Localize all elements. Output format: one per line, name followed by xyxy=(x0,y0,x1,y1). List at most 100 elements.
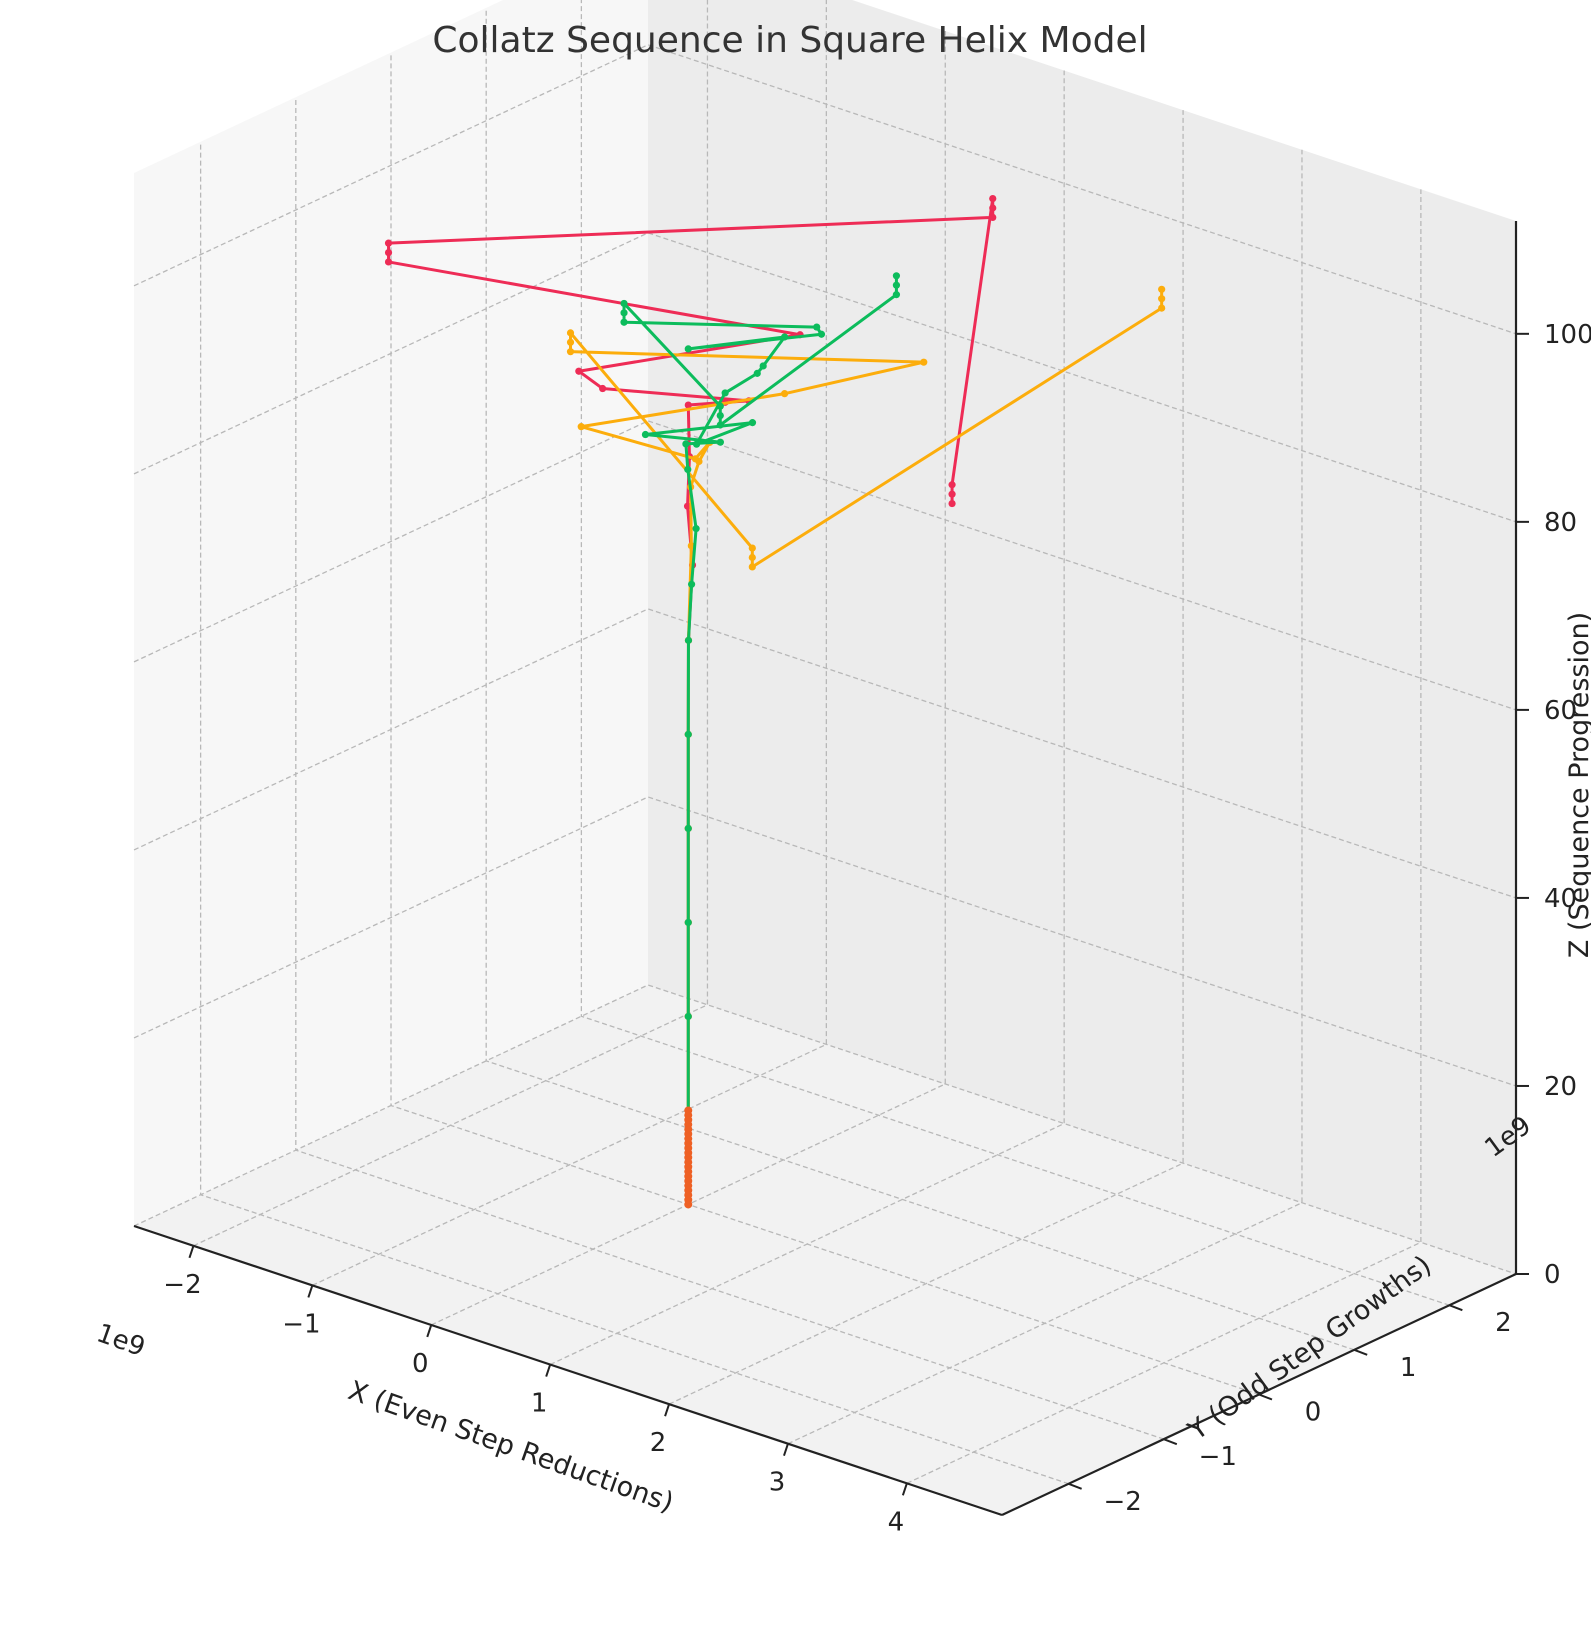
series-point-2 xyxy=(1158,304,1166,312)
series-point-1 xyxy=(684,401,692,409)
series-point-3 xyxy=(716,438,724,446)
x-tick-label: 4 xyxy=(888,1507,905,1537)
series-point-3 xyxy=(692,440,701,448)
series-point-1 xyxy=(384,248,393,257)
series-point-1 xyxy=(384,258,393,266)
series-point-3 xyxy=(684,730,692,738)
series-group xyxy=(384,194,1166,1209)
x-tick-mark xyxy=(545,1364,552,1377)
grid-line-z xyxy=(133,796,1517,1087)
y-tick-mark xyxy=(1449,1304,1463,1312)
x-tick-label: 3 xyxy=(769,1468,786,1498)
series-point-2 xyxy=(748,544,756,552)
series-point-3 xyxy=(684,824,692,833)
z-tick-label: 40 xyxy=(1544,884,1577,914)
series-point-1 xyxy=(599,384,607,393)
y-tick-label: 2 xyxy=(1495,1308,1512,1338)
series-point-3 xyxy=(817,330,826,338)
x-tick-mark xyxy=(188,1245,195,1259)
series-point-3 xyxy=(684,345,692,353)
series-point-1 xyxy=(948,481,956,489)
series-point-2 xyxy=(1158,285,1166,293)
series-point-3 xyxy=(684,636,693,644)
x-tick-mark xyxy=(783,1443,789,1457)
z-tick-label: 100 xyxy=(1544,320,1591,350)
y-tick-mark xyxy=(1258,1393,1273,1401)
grid-line-z xyxy=(133,984,1517,1275)
grid-line-z xyxy=(133,420,1517,711)
series-point-3 xyxy=(716,411,724,420)
x-tick-label: 2 xyxy=(650,1428,667,1458)
series-point-3 xyxy=(684,918,692,927)
series-point-2 xyxy=(566,338,575,346)
series-point-1 xyxy=(948,499,956,508)
grid-line-y xyxy=(580,0,1450,1306)
series-point-3 xyxy=(687,580,696,588)
series-point-3 xyxy=(682,440,690,448)
series-point-2 xyxy=(566,348,575,356)
x-tick-mark xyxy=(901,1483,908,1496)
series-point-3 xyxy=(692,525,700,533)
series-point-3 xyxy=(684,1012,692,1021)
series-point-2 xyxy=(1158,295,1166,303)
x-tick-label: 0 xyxy=(412,1349,429,1379)
left-pane xyxy=(134,0,648,1226)
series-point-2 xyxy=(691,455,699,463)
series-point-3 xyxy=(716,421,724,429)
series-point-1 xyxy=(989,213,997,221)
series-point-2 xyxy=(748,553,756,562)
series-point-3 xyxy=(641,430,650,439)
z-axis-label: Z (Sequence Progression) xyxy=(1564,612,1591,958)
grid-line-z xyxy=(133,608,1517,899)
x-offset-label: 1e9 xyxy=(93,1318,149,1363)
series-point-3 xyxy=(892,272,901,280)
series-point-1 xyxy=(384,239,393,247)
series-point-3 xyxy=(753,369,761,377)
series-point-1 xyxy=(683,502,692,510)
series-point-3 xyxy=(892,291,901,299)
z-tick-label: 0 xyxy=(1544,1260,1561,1290)
x-tick-label: −2 xyxy=(163,1270,201,1300)
axis-panes xyxy=(134,0,1516,1515)
x-axis-label: X (Even Step Reductions) xyxy=(344,1375,677,1519)
series-point-1 xyxy=(989,194,997,203)
y-tick-label: −2 xyxy=(1103,1487,1141,1517)
series-point-2 xyxy=(748,563,756,571)
start-segment-point xyxy=(684,1106,693,1115)
z-tick-label: 20 xyxy=(1544,1072,1577,1102)
y-tick-mark xyxy=(1068,1482,1082,1490)
y-tick-label: 0 xyxy=(1305,1398,1322,1428)
series-point-3 xyxy=(721,389,729,397)
y-tick-label: −1 xyxy=(1199,1442,1237,1472)
series-point-3 xyxy=(813,323,821,331)
series-point-2 xyxy=(920,358,928,366)
series-point-2 xyxy=(566,329,575,337)
y-tick-label: 1 xyxy=(1400,1353,1417,1383)
series-point-3 xyxy=(748,419,757,427)
series-point-2 xyxy=(781,390,789,398)
x-axis-line xyxy=(133,1224,1003,1517)
series-point-1 xyxy=(948,490,956,498)
chart-title: Collatz Sequence in Square Helix Model xyxy=(432,20,1147,61)
series-point-3 xyxy=(620,309,628,317)
series-point-1 xyxy=(575,367,583,375)
series-point-2 xyxy=(577,423,585,431)
x-tick-mark xyxy=(664,1403,671,1417)
series-point-1 xyxy=(989,204,997,212)
y-tick-mark xyxy=(1353,1348,1368,1356)
x-tick-mark xyxy=(426,1324,433,1338)
y-tick-mark xyxy=(1163,1438,1178,1446)
x-tick-label: 1 xyxy=(531,1389,548,1419)
grid-line-z xyxy=(133,44,1517,335)
series-point-3 xyxy=(892,281,901,289)
series-point-3 xyxy=(759,362,767,370)
x-tick-label: −1 xyxy=(282,1309,320,1339)
series-point-3 xyxy=(620,299,628,308)
grid-line-z xyxy=(133,232,1517,523)
z-tick-label: 60 xyxy=(1544,696,1577,726)
series-point-3 xyxy=(781,333,789,341)
x-tick-mark xyxy=(307,1285,314,1298)
series-point-3 xyxy=(684,465,692,474)
